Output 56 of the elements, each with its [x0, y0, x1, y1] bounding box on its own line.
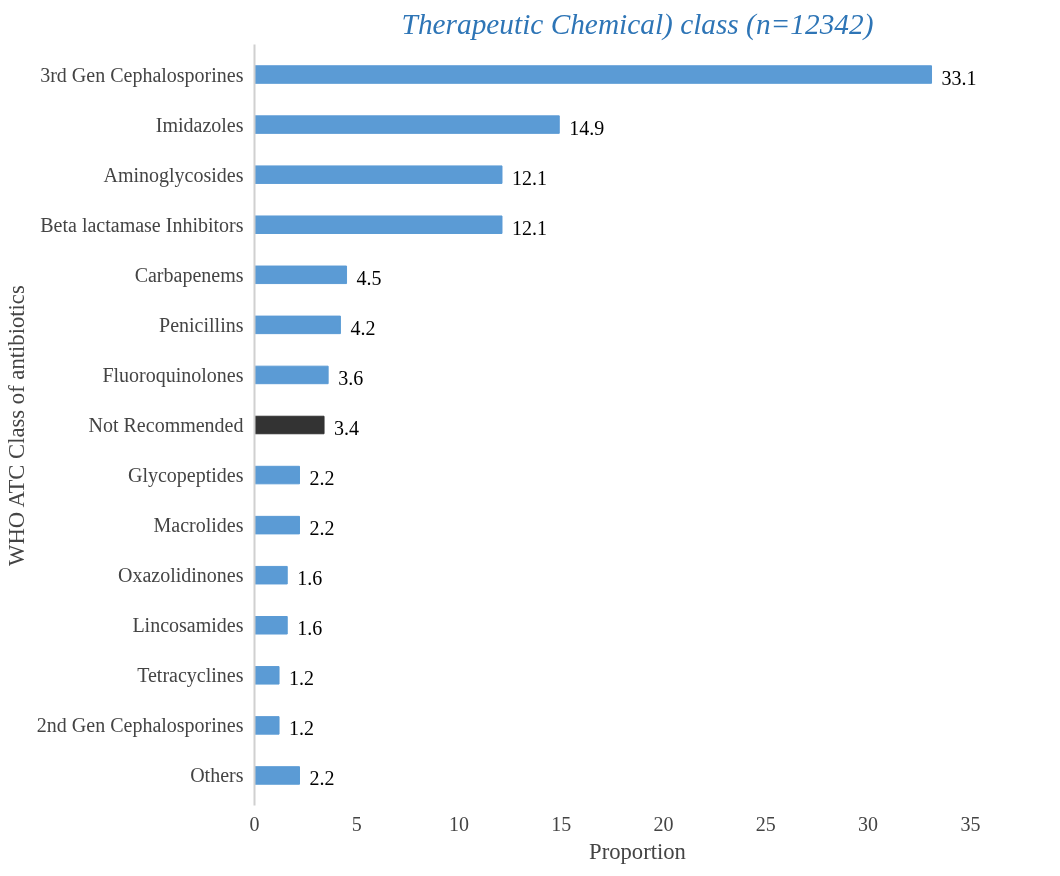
y-tick-label: Macrolides	[153, 514, 244, 537]
x-tick-label: 30	[858, 812, 879, 835]
y-tick-label: Aminoglycosides	[103, 163, 244, 187]
y-tick-label: Tetracyclines	[137, 664, 244, 688]
bar	[254, 766, 300, 785]
y-tick-label: Imidazoles	[155, 113, 244, 136]
data-label: 1.6	[297, 567, 323, 590]
y-tick-label: Penicillins	[159, 313, 244, 336]
data-label: 2.2	[309, 767, 335, 790]
bar	[254, 666, 280, 685]
bar	[254, 315, 341, 335]
x-tick-label: 10	[449, 812, 470, 835]
data-label: 2.2	[309, 517, 335, 540]
y-tick-label: Fluoroquinolones	[102, 363, 244, 387]
data-label: 3.4	[334, 417, 360, 439]
bar	[254, 716, 280, 735]
data-label: 12.1	[511, 166, 547, 189]
y-tick-label: 2nd Gen Cephalosporines	[36, 714, 244, 738]
bar	[254, 565, 288, 585]
x-tick-label: 15	[551, 812, 572, 835]
y-axis-title: WHO ATC Class of antibiotics	[3, 285, 29, 566]
data-label: 1.6	[297, 617, 323, 640]
bar	[254, 215, 503, 234]
bar	[254, 265, 348, 285]
y-tick-label: Not Recommended	[88, 414, 244, 436]
chart-title: Therapeutic Chemical) class (n=12342)	[401, 7, 874, 41]
x-tick-label: 20	[653, 812, 674, 835]
data-label: 14.9	[569, 116, 605, 139]
y-tick-label: Beta lactamase Inhibitors	[40, 213, 244, 236]
y-tick-label: Lincosamides	[132, 614, 244, 637]
data-label: 4.2	[350, 316, 376, 339]
bar	[254, 365, 329, 385]
y-tick-label: Oxazolidinones	[117, 564, 244, 587]
data-label: 2.2	[309, 467, 335, 490]
bar	[254, 465, 300, 485]
bar	[254, 65, 933, 84]
y-tick-label: Carbapenems	[134, 263, 244, 287]
data-label: 1.2	[289, 717, 315, 740]
x-tick-label: 35	[960, 812, 981, 835]
bar	[254, 415, 325, 435]
data-label: 4.5	[356, 266, 382, 289]
data-label: 3.6	[338, 366, 364, 389]
bar	[254, 616, 288, 635]
bar	[254, 115, 560, 134]
x-tick-label: 25	[755, 812, 776, 835]
data-label: 1.2	[289, 667, 315, 690]
x-tick-label: 0	[249, 812, 260, 835]
bar	[254, 515, 300, 535]
y-tick-label: 3rd Gen Cephalosporines	[40, 63, 244, 87]
data-label: 33.1	[941, 66, 977, 89]
x-axis-title: Proportion	[589, 838, 686, 864]
y-tick-label: Glycopeptides	[127, 464, 244, 488]
data-label: 12.1	[511, 216, 547, 239]
x-tick-label: 5	[351, 812, 362, 835]
bar	[254, 165, 503, 184]
y-tick-label: Others	[190, 764, 244, 787]
